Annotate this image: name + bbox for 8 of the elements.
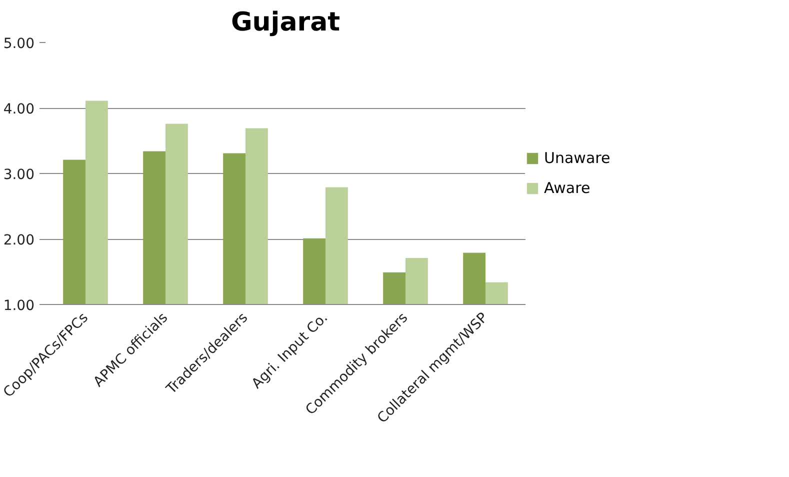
y-tick-label: 3.00 [3,167,34,183]
y-tick-label: 2.00 [3,232,34,248]
chart-title: Gujarat [230,8,340,38]
legend-label: Aware [544,179,590,197]
y-tick-label: 5.00 [3,36,34,52]
y-tick-label: 1.00 [3,298,34,314]
y-tick-label: 4.00 [3,102,34,118]
legend-label: Unaware [544,149,610,167]
